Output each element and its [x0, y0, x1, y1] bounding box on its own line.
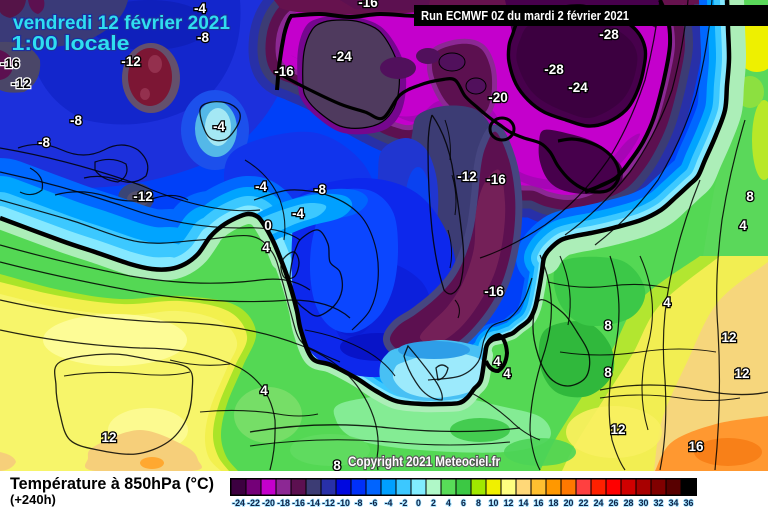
- svg-text:-8: -8: [314, 182, 326, 197]
- svg-text:0: 0: [264, 218, 272, 233]
- svg-text:Run ECMWF 0Z du mardi 2 févrie: Run ECMWF 0Z du mardi 2 février 2021: [421, 8, 629, 23]
- svg-text:34: 34: [669, 498, 679, 508]
- svg-text:8: 8: [604, 318, 612, 333]
- svg-text:4: 4: [493, 354, 501, 369]
- svg-text:-28: -28: [544, 62, 564, 77]
- svg-text:-4: -4: [385, 498, 393, 508]
- svg-text:0: 0: [416, 498, 421, 508]
- svg-text:32: 32: [654, 498, 664, 508]
- svg-text:18: 18: [549, 498, 559, 508]
- svg-text:-16: -16: [358, 0, 378, 10]
- svg-text:-24: -24: [232, 498, 245, 508]
- svg-text:-12: -12: [121, 54, 141, 69]
- svg-text:4: 4: [446, 498, 451, 508]
- svg-text:-8: -8: [70, 113, 82, 128]
- svg-text:-16: -16: [292, 498, 305, 508]
- svg-text:4: 4: [739, 218, 747, 233]
- svg-text:-4: -4: [292, 206, 304, 221]
- svg-text:16: 16: [534, 498, 544, 508]
- svg-text:16: 16: [688, 439, 704, 454]
- svg-text:-12: -12: [322, 498, 335, 508]
- svg-text:10: 10: [489, 498, 499, 508]
- svg-text:12: 12: [101, 430, 116, 445]
- svg-text:-10: -10: [337, 498, 350, 508]
- svg-text:4: 4: [663, 295, 671, 310]
- svg-text:8: 8: [604, 365, 612, 380]
- svg-text:1:00 locale: 1:00 locale: [12, 32, 130, 55]
- svg-text:Température à 850hPa (°C): Température à 850hPa (°C): [10, 474, 214, 493]
- svg-text:14: 14: [519, 498, 529, 508]
- svg-text:-16: -16: [274, 64, 294, 79]
- svg-text:-4: -4: [255, 179, 267, 194]
- svg-text:4: 4: [503, 366, 511, 381]
- svg-text:12: 12: [610, 422, 625, 437]
- svg-text:-20: -20: [488, 90, 508, 105]
- svg-text:12: 12: [721, 330, 736, 345]
- svg-text:-6: -6: [370, 498, 378, 508]
- svg-text:-16: -16: [484, 284, 504, 299]
- svg-text:4: 4: [262, 240, 270, 255]
- svg-text:-28: -28: [599, 27, 619, 42]
- svg-text:12: 12: [504, 498, 514, 508]
- svg-text:-12: -12: [457, 169, 477, 184]
- svg-text:-24: -24: [332, 49, 352, 64]
- svg-text:24: 24: [594, 498, 604, 508]
- svg-text:8: 8: [476, 498, 481, 508]
- svg-text:-2: -2: [400, 498, 408, 508]
- svg-text:-4: -4: [213, 119, 225, 134]
- svg-text:22: 22: [579, 498, 589, 508]
- svg-text:20: 20: [564, 498, 574, 508]
- svg-text:-8: -8: [197, 30, 209, 45]
- svg-text:-24: -24: [568, 80, 588, 95]
- svg-text:-8: -8: [38, 135, 50, 150]
- svg-text:-22: -22: [247, 498, 260, 508]
- svg-text:8: 8: [333, 458, 341, 473]
- svg-text:(+240h): (+240h): [10, 492, 56, 507]
- svg-text:vendredi 12 février 2021: vendredi 12 février 2021: [13, 12, 230, 34]
- svg-text:2: 2: [431, 498, 436, 508]
- svg-text:8: 8: [746, 189, 754, 204]
- svg-text:30: 30: [639, 498, 649, 508]
- svg-text:-16: -16: [0, 56, 20, 71]
- svg-text:-4: -4: [194, 1, 206, 16]
- svg-text:12: 12: [734, 366, 749, 381]
- svg-text:-12: -12: [133, 189, 153, 204]
- svg-text:-8: -8: [355, 498, 363, 508]
- svg-text:-14: -14: [307, 498, 320, 508]
- svg-text:-16: -16: [486, 172, 506, 187]
- svg-text:-20: -20: [262, 498, 275, 508]
- svg-text:-12: -12: [11, 76, 31, 91]
- svg-text:6: 6: [461, 498, 466, 508]
- svg-text:Copyright 2021 Meteociel.fr: Copyright 2021 Meteociel.fr: [348, 454, 501, 469]
- svg-text:26: 26: [609, 498, 619, 508]
- svg-text:-18: -18: [277, 498, 290, 508]
- svg-text:4: 4: [260, 383, 268, 398]
- svg-text:36: 36: [684, 498, 694, 508]
- svg-text:28: 28: [624, 498, 634, 508]
